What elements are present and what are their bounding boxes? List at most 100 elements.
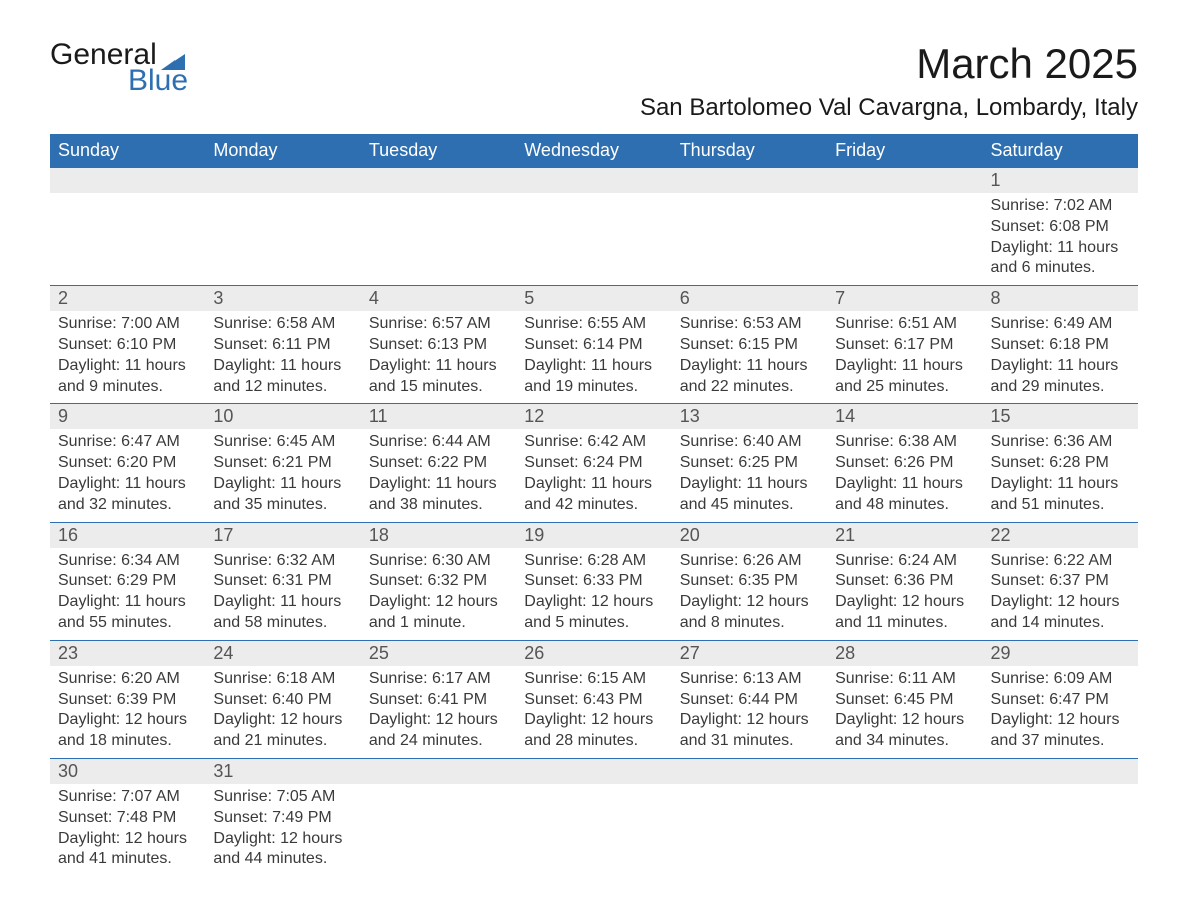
- sunset-text: Sunset: 6:21 PM: [213, 453, 352, 474]
- day-number-cell: [50, 168, 205, 194]
- sunset-text: Sunset: 6:29 PM: [58, 571, 197, 592]
- logo-text-blue: Blue: [128, 66, 188, 96]
- day-header: Sunday: [50, 134, 205, 168]
- sunset-text: Sunset: 6:37 PM: [991, 571, 1130, 592]
- day-data-cell: Sunrise: 6:58 AMSunset: 6:11 PMDaylight:…: [205, 311, 360, 404]
- sunrise-text: Sunrise: 6:17 AM: [369, 669, 508, 690]
- daylight-text: Daylight: 11 hours and 45 minutes.: [680, 474, 819, 516]
- daylight-text: Daylight: 12 hours and 28 minutes.: [524, 710, 663, 752]
- day-data-row: Sunrise: 7:02 AMSunset: 6:08 PMDaylight:…: [50, 193, 1138, 286]
- sunrise-text: Sunrise: 6:24 AM: [835, 551, 974, 572]
- sunset-text: Sunset: 6:17 PM: [835, 335, 974, 356]
- day-data-cell: Sunrise: 6:36 AMSunset: 6:28 PMDaylight:…: [983, 429, 1138, 522]
- sunset-text: Sunset: 6:28 PM: [991, 453, 1130, 474]
- day-number-cell: 28: [827, 640, 982, 666]
- sunset-text: Sunset: 6:24 PM: [524, 453, 663, 474]
- sunset-text: Sunset: 6:10 PM: [58, 335, 197, 356]
- daylight-text: Daylight: 12 hours and 11 minutes.: [835, 592, 974, 634]
- day-number-cell: [827, 758, 982, 784]
- sunrise-text: Sunrise: 7:05 AM: [213, 787, 352, 808]
- day-number-cell: [983, 758, 1138, 784]
- day-data-cell: [672, 784, 827, 876]
- day-number-cell: 30: [50, 758, 205, 784]
- sunrise-text: Sunrise: 6:26 AM: [680, 551, 819, 572]
- daylight-text: Daylight: 11 hours and 38 minutes.: [369, 474, 508, 516]
- sunset-text: Sunset: 7:48 PM: [58, 808, 197, 829]
- day-data-cell: [361, 784, 516, 876]
- day-number-row: 23242526272829: [50, 640, 1138, 666]
- day-number-cell: 10: [205, 404, 360, 430]
- daylight-text: Daylight: 11 hours and 29 minutes.: [991, 356, 1130, 398]
- day-number-cell: 18: [361, 522, 516, 548]
- sunrise-text: Sunrise: 6:44 AM: [369, 432, 508, 453]
- day-data-cell: Sunrise: 6:24 AMSunset: 6:36 PMDaylight:…: [827, 548, 982, 641]
- sunrise-text: Sunrise: 6:22 AM: [991, 551, 1130, 572]
- day-data-cell: Sunrise: 6:28 AMSunset: 6:33 PMDaylight:…: [516, 548, 671, 641]
- sunset-text: Sunset: 6:26 PM: [835, 453, 974, 474]
- daylight-text: Daylight: 11 hours and 22 minutes.: [680, 356, 819, 398]
- day-data-cell: Sunrise: 6:34 AMSunset: 6:29 PMDaylight:…: [50, 548, 205, 641]
- day-data-cell: Sunrise: 6:45 AMSunset: 6:21 PMDaylight:…: [205, 429, 360, 522]
- day-number-cell: 26: [516, 640, 671, 666]
- daylight-text: Daylight: 12 hours and 14 minutes.: [991, 592, 1130, 634]
- daylight-text: Daylight: 11 hours and 51 minutes.: [991, 474, 1130, 516]
- day-data-cell: [827, 193, 982, 286]
- daylight-text: Daylight: 11 hours and 19 minutes.: [524, 356, 663, 398]
- calendar-table: SundayMondayTuesdayWednesdayThursdayFrid…: [50, 134, 1138, 876]
- day-data-row: Sunrise: 6:34 AMSunset: 6:29 PMDaylight:…: [50, 548, 1138, 641]
- day-number-cell: 5: [516, 286, 671, 312]
- sunrise-text: Sunrise: 6:32 AM: [213, 551, 352, 572]
- daylight-text: Daylight: 12 hours and 24 minutes.: [369, 710, 508, 752]
- day-number-cell: 7: [827, 286, 982, 312]
- day-number-cell: 1: [983, 168, 1138, 194]
- day-number-cell: 17: [205, 522, 360, 548]
- day-number-cell: 27: [672, 640, 827, 666]
- day-number-row: 3031: [50, 758, 1138, 784]
- day-number-cell: [361, 758, 516, 784]
- daylight-text: Daylight: 11 hours and 42 minutes.: [524, 474, 663, 516]
- sunrise-text: Sunrise: 6:09 AM: [991, 669, 1130, 690]
- daylight-text: Daylight: 12 hours and 18 minutes.: [58, 710, 197, 752]
- sunrise-text: Sunrise: 6:13 AM: [680, 669, 819, 690]
- day-number-cell: 4: [361, 286, 516, 312]
- day-header: Saturday: [983, 134, 1138, 168]
- sunset-text: Sunset: 6:43 PM: [524, 690, 663, 711]
- sunset-text: Sunset: 6:33 PM: [524, 571, 663, 592]
- day-data-cell: Sunrise: 6:09 AMSunset: 6:47 PMDaylight:…: [983, 666, 1138, 759]
- day-number-cell: [672, 758, 827, 784]
- daylight-text: Daylight: 12 hours and 34 minutes.: [835, 710, 974, 752]
- daylight-text: Daylight: 11 hours and 55 minutes.: [58, 592, 197, 634]
- sunrise-text: Sunrise: 6:15 AM: [524, 669, 663, 690]
- sunrise-text: Sunrise: 6:49 AM: [991, 314, 1130, 335]
- day-number-cell: 3: [205, 286, 360, 312]
- day-number-cell: [516, 168, 671, 194]
- day-number-row: 1: [50, 168, 1138, 194]
- sunrise-text: Sunrise: 6:11 AM: [835, 669, 974, 690]
- day-data-cell: [827, 784, 982, 876]
- day-data-cell: Sunrise: 6:49 AMSunset: 6:18 PMDaylight:…: [983, 311, 1138, 404]
- location-subtitle: San Bartolomeo Val Cavargna, Lombardy, I…: [640, 94, 1138, 122]
- daylight-text: Daylight: 11 hours and 58 minutes.: [213, 592, 352, 634]
- day-number-cell: [516, 758, 671, 784]
- sunset-text: Sunset: 6:15 PM: [680, 335, 819, 356]
- sunrise-text: Sunrise: 6:42 AM: [524, 432, 663, 453]
- day-data-cell: Sunrise: 6:17 AMSunset: 6:41 PMDaylight:…: [361, 666, 516, 759]
- day-data-cell: Sunrise: 6:44 AMSunset: 6:22 PMDaylight:…: [361, 429, 516, 522]
- sunrise-text: Sunrise: 7:02 AM: [991, 196, 1130, 217]
- day-data-cell: Sunrise: 7:07 AMSunset: 7:48 PMDaylight:…: [50, 784, 205, 876]
- day-data-cell: Sunrise: 6:40 AMSunset: 6:25 PMDaylight:…: [672, 429, 827, 522]
- sunrise-text: Sunrise: 6:36 AM: [991, 432, 1130, 453]
- day-number-row: 16171819202122: [50, 522, 1138, 548]
- day-number-cell: 31: [205, 758, 360, 784]
- sunrise-text: Sunrise: 6:51 AM: [835, 314, 974, 335]
- daylight-text: Daylight: 12 hours and 31 minutes.: [680, 710, 819, 752]
- sunset-text: Sunset: 6:47 PM: [991, 690, 1130, 711]
- daylight-text: Daylight: 11 hours and 9 minutes.: [58, 356, 197, 398]
- day-data-cell: Sunrise: 6:53 AMSunset: 6:15 PMDaylight:…: [672, 311, 827, 404]
- daylight-text: Daylight: 11 hours and 32 minutes.: [58, 474, 197, 516]
- day-data-row: Sunrise: 7:00 AMSunset: 6:10 PMDaylight:…: [50, 311, 1138, 404]
- sunrise-text: Sunrise: 6:53 AM: [680, 314, 819, 335]
- logo: General Blue: [50, 40, 188, 96]
- daylight-text: Daylight: 11 hours and 6 minutes.: [991, 238, 1130, 280]
- day-data-row: Sunrise: 7:07 AMSunset: 7:48 PMDaylight:…: [50, 784, 1138, 876]
